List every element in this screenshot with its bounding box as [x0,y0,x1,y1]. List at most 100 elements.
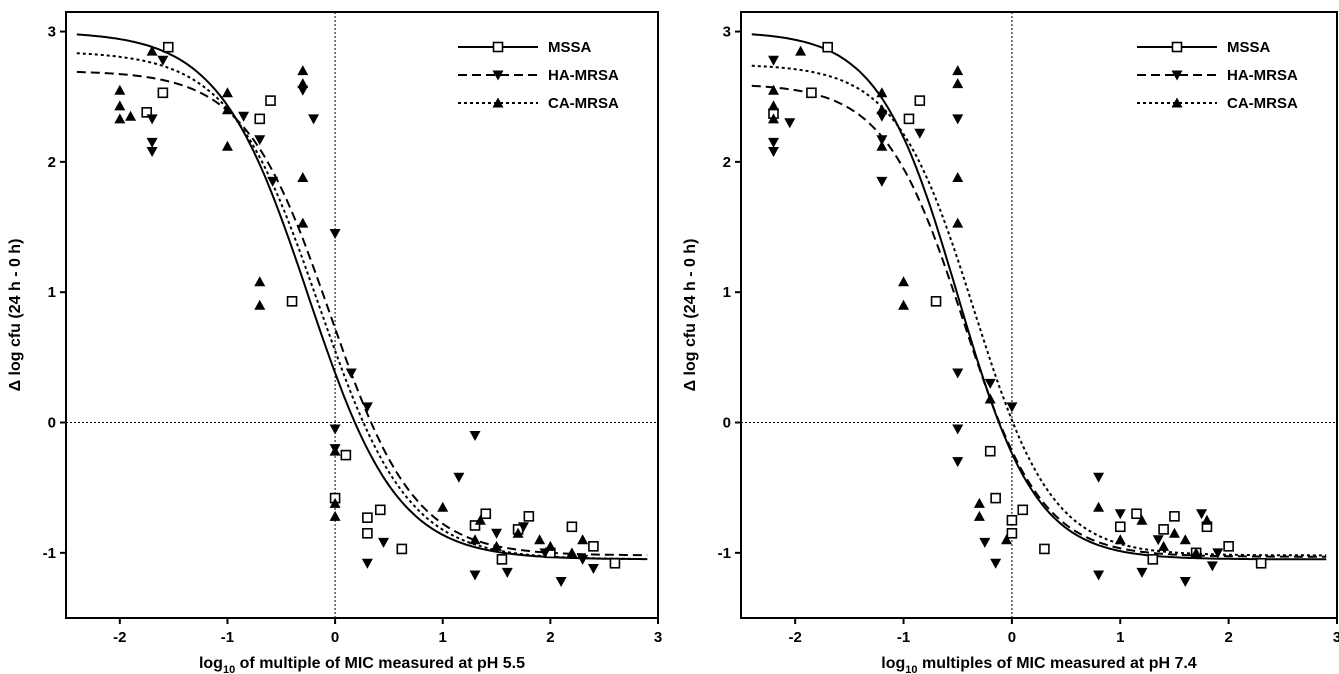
data-point [512,527,524,538]
data-point [952,457,964,468]
data-point [876,104,888,115]
y-tick-label: 0 [723,415,731,432]
data-point [1179,577,1191,588]
data-point [329,497,341,508]
data-point [952,424,964,435]
data-point [297,65,309,76]
data-point [1131,508,1142,520]
data-point [437,501,449,512]
data-point [876,140,888,151]
data-point [114,84,126,95]
x-tick-label: 1 [1116,629,1124,646]
data-point [784,118,796,129]
data-point [378,537,390,548]
data-point [544,540,556,551]
data-point [984,393,996,404]
legend-label: CA-MRSA [548,95,619,112]
data-point [806,87,817,99]
data-point [1093,501,1105,512]
data-point [297,217,309,228]
data-point [469,570,481,581]
fit-curve-mssa [751,33,1327,561]
data-point [914,95,926,106]
legend-label: MSSA [548,39,592,56]
data-point [1206,561,1218,572]
data-point [267,176,279,187]
data-point [1093,570,1105,581]
data-point [480,508,492,520]
plot-frame [65,11,659,619]
data-point [297,85,309,96]
legend-marker-ha-mrsa [1171,70,1183,81]
data-point [1196,509,1208,520]
data-point [1223,541,1234,552]
y-tick-label: 2 [723,154,731,171]
data-point [329,510,341,521]
data-point [1168,527,1180,538]
data-point [1147,554,1159,565]
data-point [254,299,266,310]
data-point [898,276,910,287]
legend-label: HA-MRSA [1227,67,1298,84]
data-point [768,137,780,148]
fit-curve-ca-mrsa [751,64,1327,557]
series-ca-mrsa [768,45,1213,558]
data-point [1006,514,1018,526]
data-point [768,146,780,157]
series-ha-mrsa [146,55,599,588]
data-point [469,431,481,442]
data-point [254,113,266,125]
data-point [795,45,807,56]
y-tick-label: -1 [43,545,56,562]
data-point [822,41,833,53]
data-point [146,137,158,148]
x-tick-label: -2 [789,629,802,646]
data-point [952,114,964,125]
data-point [469,534,481,545]
data-point [990,492,1001,504]
data-point [952,172,964,183]
data-point [1093,472,1105,483]
data-point [1000,534,1012,545]
data-point [286,296,298,307]
data-point [469,520,481,531]
x-tick-label: 2 [546,629,554,646]
legend: MSSA HA-MRSA CA-MRSA [1137,39,1298,112]
fit-curve-ha-mrsa [76,70,648,557]
data-point [1006,402,1018,413]
data-point [474,514,486,525]
data-point [1169,511,1180,522]
legend-label: CA-MRSA [1227,95,1298,112]
data-point [952,65,964,76]
data-point [990,558,1002,569]
data-point [523,511,535,522]
data-point [157,87,169,99]
data-point [768,113,780,124]
right-panel: -2 -1 0 1 2 3 -1 0 1 2 3 log10 multiples of MIC mea… [682,11,1339,674]
y-tick-label: 3 [48,24,56,41]
data-point [396,543,408,555]
legend-marker-ca-mrsa [1171,97,1183,108]
x-tick-label: 0 [1008,629,1016,646]
data-point [1212,548,1224,559]
data-point [566,547,578,558]
data-point [903,113,915,125]
y-tick-label: -1 [718,545,731,562]
y-tick-label: 2 [48,154,56,171]
data-point [609,557,621,569]
data-point [146,45,158,56]
data-point [577,554,589,565]
data-point [984,445,996,457]
data-point [114,113,126,124]
data-point [973,497,985,508]
data-point [491,540,503,551]
x-tick-label: -2 [113,629,126,646]
data-point [340,449,352,461]
legend-label: HA-MRSA [548,67,619,84]
y-axis-label: Δ log cfu (24 h - 0 h) [7,239,24,392]
data-point [146,146,158,157]
data-point [361,402,373,413]
data-point [329,445,341,456]
x-axis-label: log10 multiples of MIC measured at pH 7.… [881,655,1197,674]
